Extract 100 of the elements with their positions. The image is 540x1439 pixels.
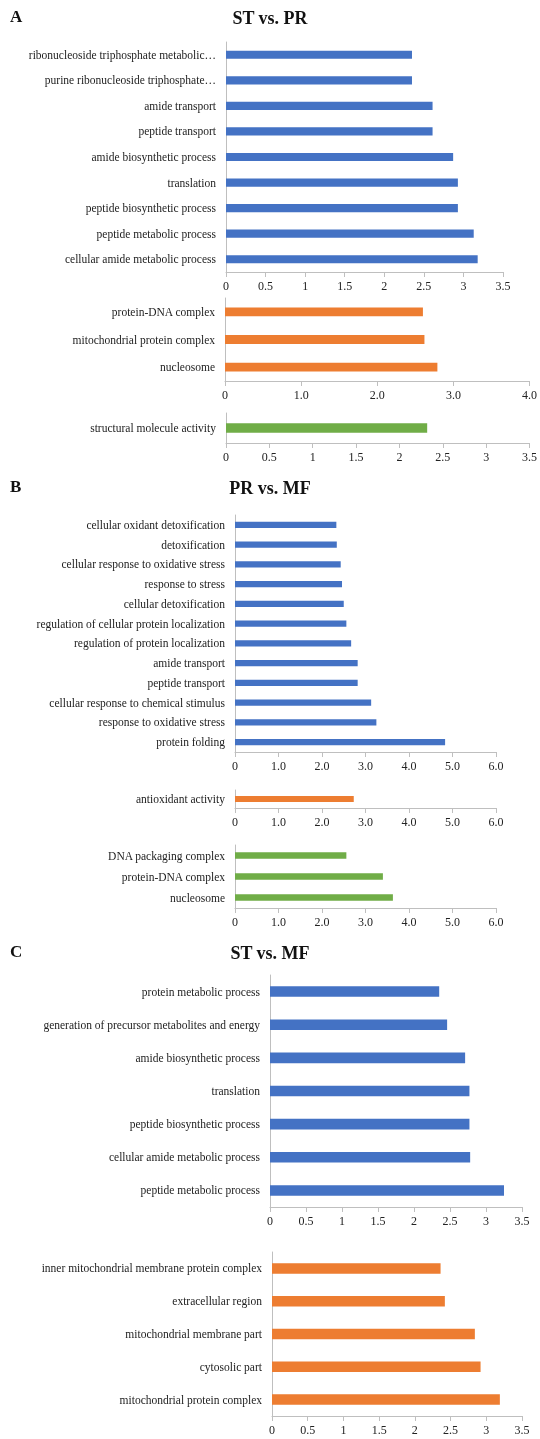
x-tick-label: 0 [223, 450, 229, 464]
x-tick-label: 3.5 [514, 1214, 530, 1228]
y-tick-label: detoxification [161, 538, 226, 551]
y-tick-label: response to oxidative stress [98, 716, 226, 730]
bar [226, 204, 458, 213]
x-tick-label: 2 [411, 1214, 417, 1228]
y-tick-label: cellular amide metabolic process [64, 253, 217, 267]
y-tick-label: inner mitochondrial membrane protein complex [41, 1262, 263, 1276]
x-tick-label: 6.0 [488, 915, 504, 929]
bar [270, 1052, 466, 1064]
x-tick-label: 5.0 [445, 915, 460, 929]
bar [226, 229, 474, 238]
bar [272, 1361, 481, 1373]
y-tick-label: protein metabolic process [141, 985, 261, 999]
y-tick-label: peptide biosynthetic process [85, 202, 217, 216]
x-tick-label: 3.5 [495, 279, 511, 293]
x-tick-label: 3.5 [522, 450, 537, 464]
x-tick-label: 0 [232, 759, 238, 773]
x-tick-label: 1.0 [271, 915, 286, 929]
bar [235, 521, 337, 529]
bar [235, 852, 347, 859]
x-tick-label: 0.5 [258, 279, 274, 293]
bar [235, 580, 343, 588]
bar [270, 1185, 504, 1196]
bar [235, 640, 352, 647]
x-tick-label: 1.0 [271, 759, 286, 773]
bar [226, 50, 412, 59]
text: B [10, 477, 22, 496]
bar [235, 620, 347, 627]
x-tick-label: 3.0 [358, 815, 373, 829]
bar [272, 1295, 445, 1307]
x-tick-label: 5.0 [445, 759, 460, 773]
chart-title: ST vs. PR [232, 8, 309, 28]
y-tick-label: cellular oxidant detoxification [86, 518, 226, 531]
x-tick-label: 0 [232, 815, 238, 829]
x-tick-label: 2 [381, 279, 388, 293]
y-tick-label: nucleosome [170, 891, 225, 904]
y-tick-label: amide biosynthetic process [91, 151, 217, 164]
y-tick-label: protein-DNA complex [111, 305, 216, 319]
y-tick-label: translation [167, 176, 217, 189]
y-tick-label: translation [211, 1085, 261, 1097]
x-tick-label: 4.0 [401, 815, 417, 829]
bar [226, 101, 433, 110]
bar [235, 561, 341, 568]
x-tick-label: 0 [222, 388, 228, 402]
y-tick-label: generation of precursor metabolites and energy [43, 1018, 261, 1032]
bar [270, 1085, 470, 1097]
y-tick-label: cellular amide metabolic process [108, 1151, 261, 1165]
bar [226, 127, 433, 136]
x-tick-label: 3 [483, 1214, 489, 1228]
y-tick-label: cellular detoxification [123, 597, 226, 610]
y-tick-label: purine ribonucleoside triphosphate… [44, 74, 216, 88]
y-tick-label: peptide metabolic process [140, 1184, 261, 1198]
bar [235, 541, 337, 548]
y-tick-label: nucleosome [160, 361, 215, 374]
x-tick-label: 0.5 [261, 450, 277, 464]
x-tick-label: 1.5 [370, 1214, 386, 1228]
bar [235, 894, 393, 901]
x-tick-label: 0.5 [300, 1423, 316, 1437]
bar [270, 1019, 448, 1031]
y-tick-label: cellular response to chemical stimulus [49, 696, 226, 710]
x-tick-label: 5.0 [445, 815, 460, 829]
x-tick-label: 1 [309, 450, 316, 464]
y-tick-label: amide transport [153, 657, 226, 671]
x-tick-label: 3 [483, 1423, 490, 1437]
text: C [10, 942, 23, 961]
x-tick-label: 2.5 [442, 1214, 458, 1228]
x-tick-label: 2.5 [443, 1423, 459, 1437]
y-tick-label: response to stress [144, 578, 226, 592]
x-tick-label: 2.0 [314, 759, 330, 773]
x-tick-label: 1.5 [348, 450, 364, 464]
y-tick-label: peptide metabolic process [96, 227, 217, 241]
x-tick-label: 1 [340, 1423, 347, 1437]
text: A [10, 7, 23, 26]
y-tick-label: antioxidant activity [135, 793, 226, 806]
y-tick-label: DNA packaging complex [108, 849, 226, 863]
y-tick-label: extracellular region [172, 1295, 263, 1309]
y-tick-label: peptide biosynthetic process [129, 1118, 261, 1132]
x-tick-label: 3.5 [514, 1423, 530, 1437]
y-tick-label: mitochondrial protein complex [72, 333, 216, 347]
y-tick-label: amide transport [144, 99, 217, 113]
y-tick-label: mitochondrial membrane part [125, 1328, 263, 1341]
bar [235, 738, 446, 746]
bar [235, 679, 358, 687]
x-tick-label: 2.0 [369, 388, 385, 402]
x-tick-label: 2 [411, 1423, 418, 1437]
x-tick-label: 3.0 [445, 388, 461, 402]
x-tick-label: 1.5 [337, 279, 353, 293]
bar [272, 1394, 500, 1405]
x-tick-label: 6.0 [488, 815, 504, 829]
bar [235, 719, 377, 726]
y-tick-label: ribonucleoside triphosphate metabolic… [28, 48, 216, 62]
x-tick-label: 1 [339, 1214, 345, 1228]
x-tick-label: 4.0 [401, 915, 417, 929]
bar [270, 1118, 470, 1130]
bar [270, 986, 440, 997]
x-tick-label: 3 [460, 279, 467, 293]
x-tick-label: 0.5 [298, 1214, 314, 1228]
bar [226, 152, 454, 162]
y-tick-label: structural molecule activity [90, 422, 217, 435]
